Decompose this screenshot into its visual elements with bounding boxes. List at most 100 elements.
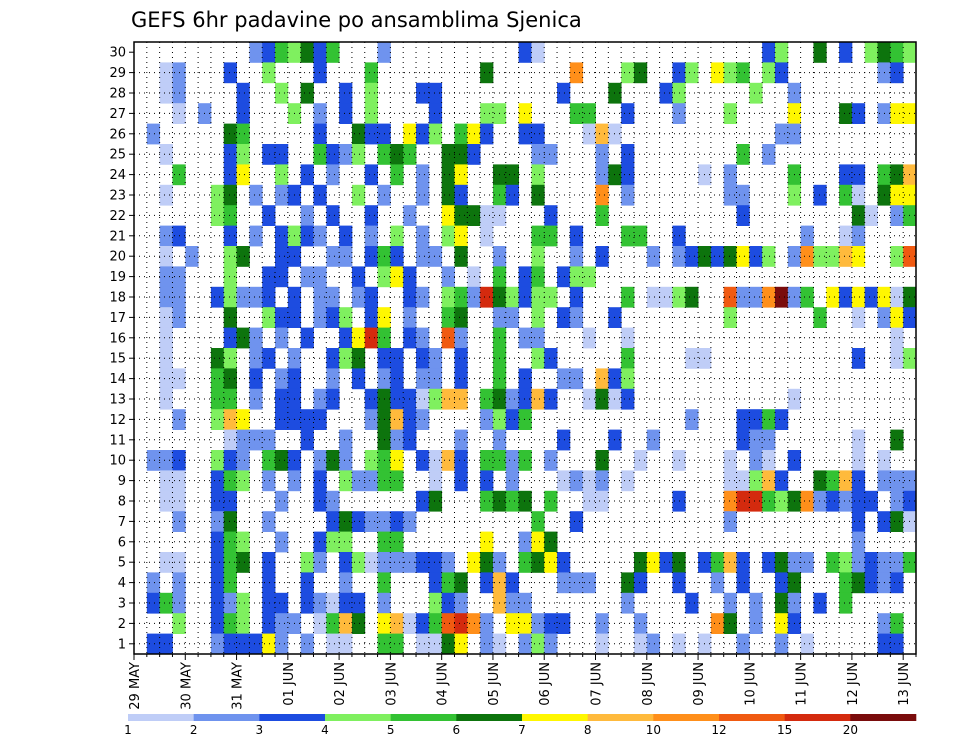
- heatmap-cell: [159, 450, 173, 471]
- heatmap-cell: [839, 184, 853, 206]
- heatmap-cell: [685, 592, 699, 614]
- heatmap-cell: [454, 286, 468, 308]
- chart-title: GEFS 6hr padavine po ansamblima Sjenica: [131, 8, 582, 32]
- heatmap-cell: [236, 144, 250, 165]
- heatmap-cell: [851, 552, 866, 573]
- heatmap-cell: [531, 552, 545, 573]
- heatmap-cell: [210, 572, 225, 594]
- heatmap-cell: [210, 348, 225, 369]
- heatmap-cell: [851, 225, 866, 247]
- heatmap-cell: [313, 286, 327, 308]
- heatmap-cell: [313, 592, 327, 614]
- colorbar-swatch: [784, 714, 851, 721]
- heatmap-cell: [505, 388, 519, 410]
- x-tick-label: 09 JUN: [692, 662, 707, 706]
- heatmap-cell: [762, 62, 776, 84]
- heatmap-cell: [774, 286, 789, 308]
- heatmap-cell: [236, 531, 250, 553]
- heatmap-cell: [390, 164, 404, 186]
- x-tick-label: 12 JUN: [846, 662, 861, 706]
- heatmap-cell: [326, 286, 340, 308]
- heatmap-cell: [480, 62, 494, 84]
- heatmap-cell: [505, 184, 519, 206]
- heatmap-cell: [710, 613, 725, 634]
- heatmap-cell: [480, 450, 494, 471]
- heatmap-cell: [159, 388, 173, 410]
- heatmap-cell: [326, 307, 340, 328]
- heatmap-cell: [826, 246, 840, 267]
- heatmap-cell: [223, 511, 237, 532]
- heatmap-cell: [813, 246, 827, 267]
- heatmap-cell: [518, 388, 532, 410]
- heatmap-cell: [736, 429, 750, 451]
- heatmap-cell: [236, 246, 250, 267]
- heatmap-cell: [339, 450, 353, 471]
- colorbar-swatch: [522, 714, 588, 721]
- heatmap-cell: [441, 225, 455, 247]
- heatmap-cell: [326, 164, 340, 186]
- heatmap-cell: [800, 552, 814, 573]
- heatmap-cell: [454, 246, 468, 267]
- heatmap-cell: [223, 266, 237, 288]
- heatmap-cell: [441, 572, 455, 594]
- heatmap-cell: [557, 613, 571, 634]
- heatmap-cell: [454, 327, 468, 349]
- heatmap-cell: [339, 613, 353, 634]
- heatmap-cell: [749, 450, 763, 471]
- heatmap-cell: [364, 62, 378, 84]
- colorbar-swatch: [719, 714, 785, 721]
- heatmap-cell: [159, 327, 173, 349]
- heatmap-cell: [685, 62, 699, 84]
- heatmap-cell: [390, 409, 404, 430]
- heatmap-cell: [223, 592, 237, 614]
- heatmap-cell: [313, 103, 327, 124]
- heatmap-cell: [223, 184, 237, 206]
- heatmap-cell: [146, 123, 161, 145]
- colorbar-swatch: [390, 714, 457, 721]
- heatmap-cell: [518, 450, 532, 471]
- y-tick-label: 18: [109, 291, 126, 306]
- y-tick-label: 29: [109, 66, 126, 81]
- heatmap-cell: [275, 225, 289, 247]
- heatmap-cell: [364, 82, 378, 104]
- heatmap-cell: [480, 490, 494, 512]
- heatmap-cell: [351, 592, 366, 614]
- heatmap-cell: [275, 388, 289, 410]
- heatmap-cell: [313, 470, 327, 492]
- heatmap-cell: [300, 327, 314, 349]
- heatmap-cell: [416, 327, 430, 349]
- heatmap-cell: [531, 123, 545, 145]
- heatmap-cell: [275, 633, 289, 655]
- colorbar-label: 5: [387, 723, 395, 737]
- heatmap-cell: [544, 144, 558, 165]
- heatmap-cell: [518, 592, 532, 614]
- heatmap-cell: [659, 552, 673, 573]
- y-tick-label: 28: [109, 87, 126, 102]
- heatmap-cell: [428, 123, 443, 145]
- heatmap-cell: [428, 613, 443, 634]
- heatmap-cell: [685, 348, 699, 369]
- colorbar-label: 3: [256, 723, 264, 737]
- heatmap-cell: [351, 327, 366, 349]
- heatmap-cell: [262, 286, 276, 308]
- heatmap-cell: [621, 572, 635, 594]
- x-tick-label: 31 MAY: [231, 662, 246, 710]
- heatmap-cell: [595, 450, 609, 471]
- heatmap-cell: [390, 225, 404, 247]
- heatmap-cell: [210, 552, 225, 573]
- heatmap-cell: [774, 613, 789, 634]
- heatmap-cell: [762, 144, 776, 165]
- heatmap-cell: [262, 348, 276, 369]
- heatmap-cell: [223, 490, 237, 512]
- heatmap-cell: [428, 103, 443, 124]
- heatmap-cell: [557, 307, 571, 328]
- heatmap-cell: [223, 613, 237, 634]
- heatmap-cell: [826, 552, 840, 573]
- heatmap-cell: [749, 409, 763, 430]
- heatmap-cell: [300, 552, 314, 573]
- heatmap-cell: [774, 633, 789, 655]
- plot-frame: [133, 41, 917, 655]
- heatmap-cell: [723, 613, 737, 634]
- heatmap-cell: [505, 450, 519, 471]
- heatmap-cell: [454, 368, 468, 390]
